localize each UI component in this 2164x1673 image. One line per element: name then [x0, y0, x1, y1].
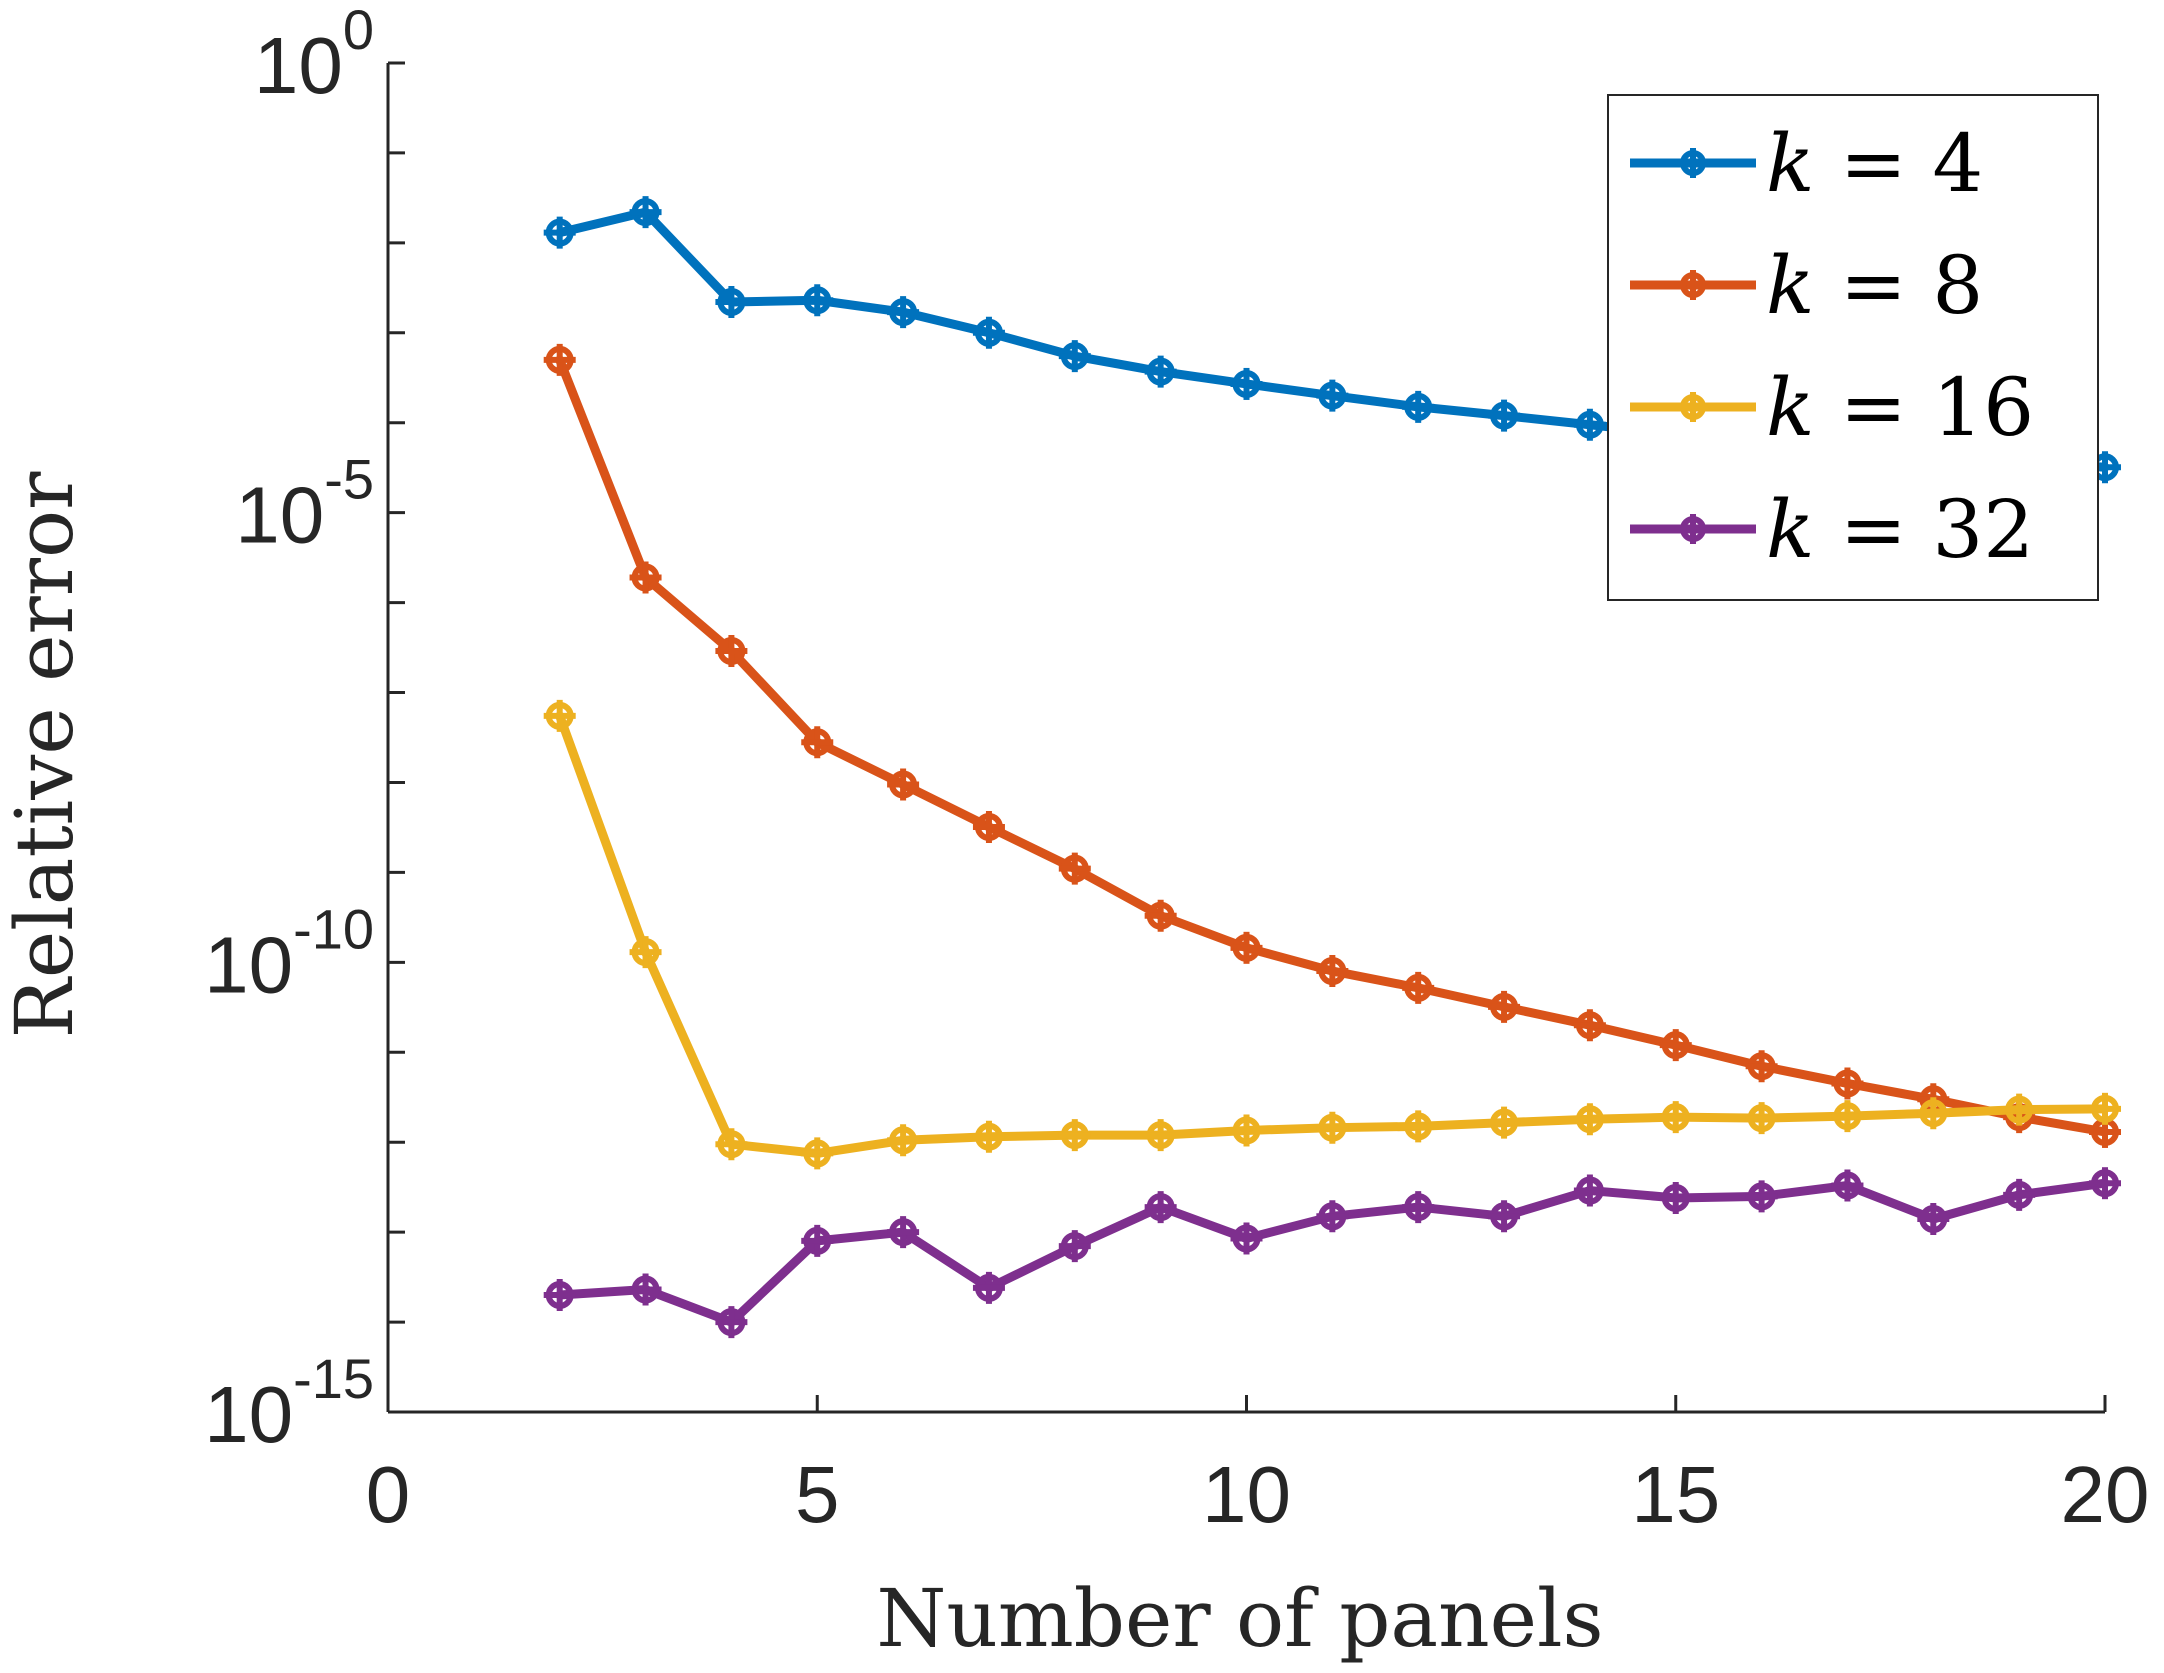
data-point: [1745, 1050, 1778, 1083]
data-point: [543, 343, 576, 376]
data-point: [972, 1271, 1005, 1304]
data-point: [887, 1216, 920, 1249]
data-point: [1316, 955, 1349, 988]
data-point: [972, 1120, 1005, 1153]
series-k-16: [543, 699, 2121, 1170]
data-point: [629, 196, 662, 229]
data-point: [543, 216, 576, 249]
data-point: [1230, 1222, 1263, 1255]
data-point: [1230, 1114, 1263, 1147]
data-point: [1144, 355, 1177, 388]
data-point: [1058, 852, 1091, 885]
x-tick-label: 20: [2061, 1450, 2150, 1539]
x-tick-label: 10: [1202, 1450, 1291, 1539]
y-tick-label: 10-15: [204, 1347, 374, 1459]
y-tick-label: 10-5: [235, 448, 374, 560]
data-point: [1573, 1174, 1606, 1207]
data-point: [715, 286, 748, 319]
data-point: [629, 561, 662, 594]
x-tick-label: 0: [366, 1450, 411, 1539]
data-point: [1230, 931, 1263, 964]
series-k-32: [543, 1167, 2121, 1339]
data-point: [887, 1124, 920, 1157]
data-point: [801, 1224, 834, 1257]
data-point: [1144, 1191, 1177, 1224]
legend-label: k = 4: [1766, 117, 1983, 210]
data-point: [1058, 340, 1091, 373]
data-point: [715, 634, 748, 667]
legend-item-k-16: k = 16: [1630, 361, 2034, 454]
y-axis-title: Relative error: [0, 471, 91, 1039]
data-point: [2089, 1167, 2121, 1200]
legend-label: k = 32: [1766, 483, 2034, 576]
data-point: [1058, 1230, 1091, 1263]
series-k-8: [543, 343, 2121, 1148]
x-axis-title: Number of panels: [876, 1572, 1603, 1665]
data-point: [1316, 379, 1349, 412]
data-point: [801, 1137, 834, 1170]
y-tick-label: 10-10: [204, 897, 374, 1009]
data-point: [629, 1273, 662, 1306]
data-point: [1745, 1180, 1778, 1213]
data-point: [2003, 1178, 2036, 1211]
data-point: [543, 699, 576, 732]
data-point: [1917, 1097, 1950, 1130]
data-point: [1144, 1119, 1177, 1152]
data-point: [715, 1306, 748, 1339]
data-point: [1831, 1169, 1864, 1202]
data-point: [972, 810, 1005, 843]
data-point: [1917, 1202, 1950, 1235]
data-point: [1402, 1110, 1435, 1143]
data-point: [1402, 390, 1435, 423]
y-tick-label: 100: [254, 0, 374, 110]
legend-item-k-4: k = 4: [1630, 117, 1983, 210]
data-point: [801, 726, 834, 759]
data-point: [972, 316, 1005, 349]
data-point: [1488, 990, 1521, 1023]
data-point: [1402, 971, 1435, 1004]
data-point: [1573, 408, 1606, 441]
data-point: [2089, 1092, 2121, 1125]
data-point: [2003, 1093, 2036, 1126]
legend-item-k-32: k = 32: [1630, 483, 2034, 576]
legend-label: k = 8: [1766, 239, 1983, 332]
data-point: [1144, 899, 1177, 932]
data-point: [1230, 367, 1263, 400]
data-point: [887, 296, 920, 329]
data-point: [887, 768, 920, 801]
data-point: [1316, 1111, 1349, 1144]
data-point: [801, 284, 834, 317]
legend: k = 4 k = 8 k = 16 k = 32: [1607, 94, 2099, 601]
legend-item-k-8: k = 8: [1630, 239, 1983, 332]
x-tick-label: 5: [795, 1450, 840, 1539]
data-point: [1659, 1029, 1692, 1062]
data-point: [629, 936, 662, 969]
data-point: [543, 1278, 576, 1311]
data-point: [1831, 1067, 1864, 1100]
data-point: [1058, 1119, 1091, 1152]
data-point: [1573, 1009, 1606, 1042]
data-point: [1659, 1181, 1692, 1214]
data-point: [1745, 1102, 1778, 1135]
x-tick-label: 15: [1631, 1450, 1720, 1539]
axes: 0 5 10 15 20 100 10-5 10-10 10-15: [204, 0, 2149, 1539]
data-point: [1659, 1101, 1692, 1134]
data-point: [1488, 1200, 1521, 1233]
data-point: [1488, 1106, 1521, 1139]
data-point: [1488, 399, 1521, 432]
legend-box: [1607, 94, 2099, 601]
data-point: [1831, 1100, 1864, 1133]
data-point: [1402, 1191, 1435, 1224]
data-point: [1573, 1103, 1606, 1136]
data-point: [715, 1128, 748, 1161]
legend-label: k = 16: [1766, 361, 2034, 454]
data-point: [1316, 1200, 1349, 1233]
